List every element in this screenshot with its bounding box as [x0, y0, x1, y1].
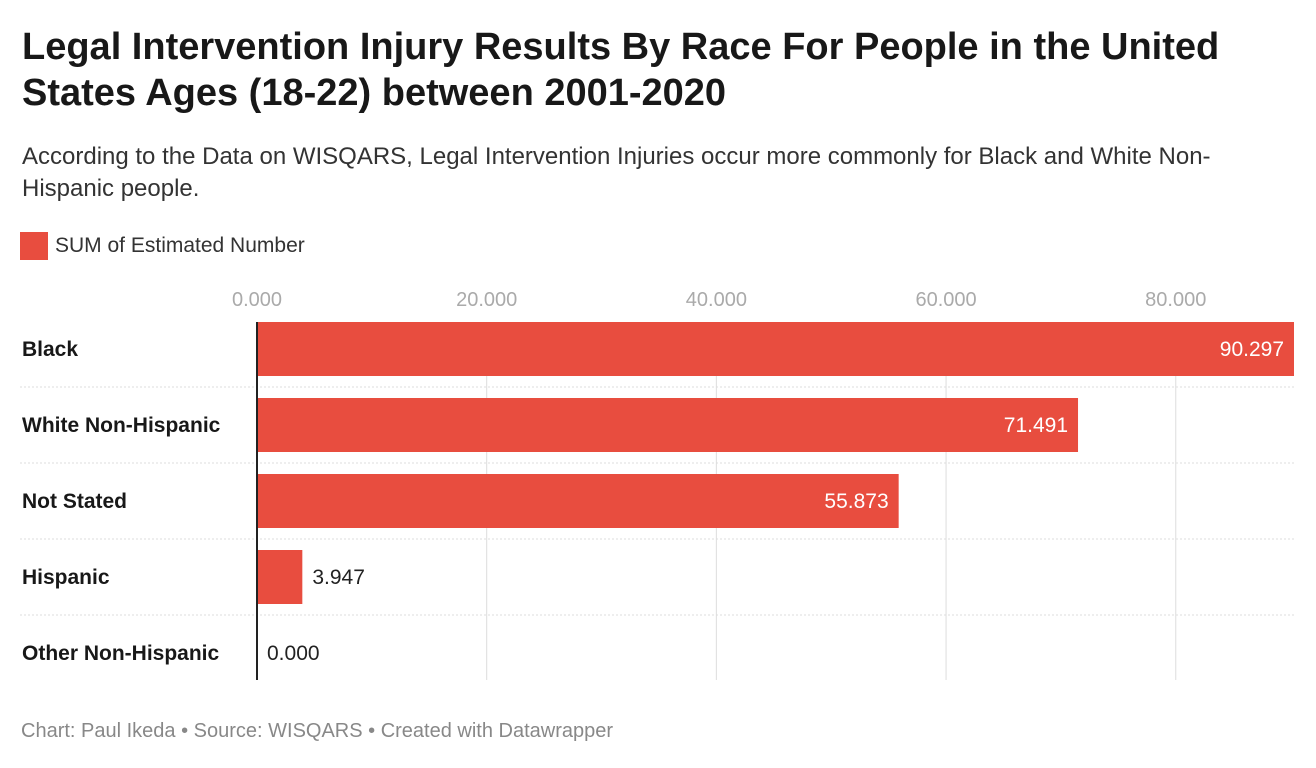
bar — [257, 322, 1294, 376]
bars — [257, 322, 1294, 604]
value-label: 71.491 — [1004, 414, 1068, 437]
value-label: 0.000 — [267, 642, 320, 665]
x-tick-label: 0.000 — [232, 289, 282, 311]
category-label: White Non-Hispanic — [22, 414, 221, 437]
bar-chart: 0.000 20.000 40.000 60.000 80.000 Black White… — [20, 289, 1294, 680]
x-tick-label: 20.000 — [456, 289, 517, 311]
chart-footer: Chart: Paul Ikeda • Source: WISQARS • Cr… — [21, 720, 614, 742]
bar — [257, 398, 1079, 452]
legend-label: SUM of Estimated Number — [55, 234, 305, 257]
gridlines — [20, 322, 1294, 680]
bar — [257, 550, 303, 604]
legend: SUM of Estimated Number — [20, 231, 305, 261]
legend-swatch — [20, 232, 48, 260]
category-label: Other Non-Hispanic — [22, 642, 220, 665]
value-label: 3.947 — [312, 566, 365, 589]
category-label: Black — [22, 338, 78, 361]
x-tick-label: 60.000 — [915, 289, 976, 311]
category-labels: Black White Non-Hispanic Not Stated Hispani… — [22, 338, 221, 665]
x-tick-label: 40.000 — [686, 289, 747, 311]
x-axis-ticks: 0.000 20.000 40.000 60.000 80.000 — [232, 289, 1206, 311]
x-tick-label: 80.000 — [1145, 289, 1206, 311]
value-labels: 90.297 71.491 55.873 3.947 0.000 — [267, 338, 1284, 665]
chart-subtitle: According to the Data on WISQARS, Legal … — [22, 143, 1211, 202]
value-label: 55.873 — [824, 490, 888, 513]
bar — [257, 474, 899, 528]
chart-title: Legal Intervention Injury Results By Rac… — [22, 26, 1220, 114]
category-label: Not Stated — [22, 490, 127, 513]
value-label: 90.297 — [1220, 338, 1284, 361]
category-label: Hispanic — [22, 566, 110, 589]
